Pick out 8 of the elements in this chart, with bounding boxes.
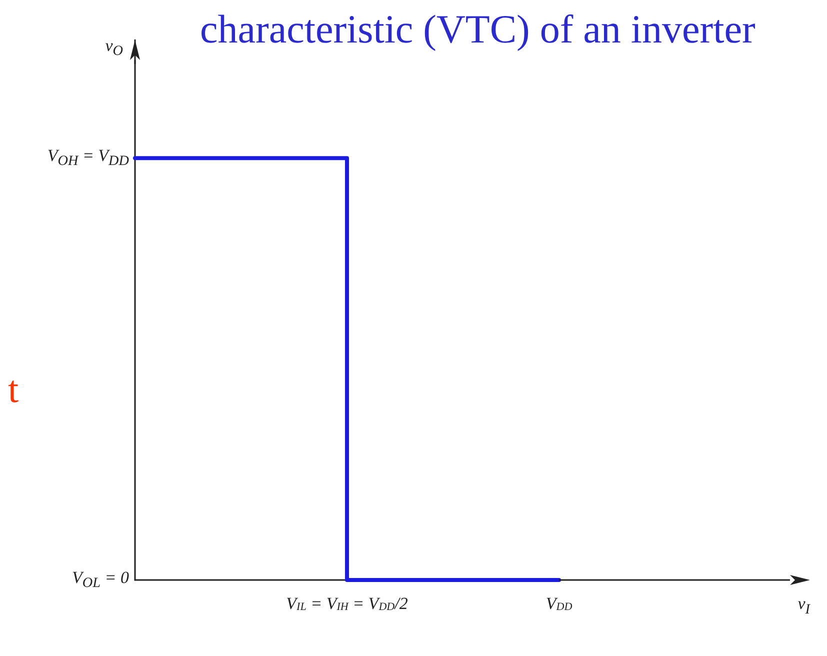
x-tick-label: VIL = VIH = VDD/2 <box>286 594 408 614</box>
text: v$_{I}$ <box>798 594 810 618</box>
text: V$_{OH}$ = V$_{DD}$ <box>47 146 129 170</box>
text: V$_{OL}$ = 0 <box>72 568 129 592</box>
text: v$_{O}$ <box>105 36 123 60</box>
text: t <box>8 368 19 412</box>
chart-title: characteristic (VTC) of an inverter <box>200 6 756 52</box>
x-tick-label: VDD <box>546 594 572 614</box>
